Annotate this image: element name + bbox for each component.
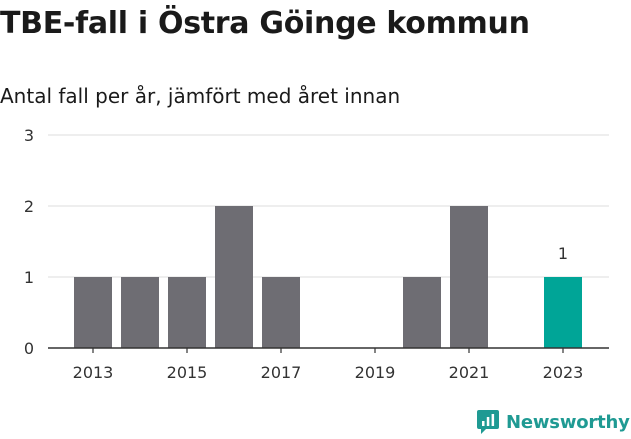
bar-2021 [450, 206, 488, 348]
x-tick-label: 2015 [167, 363, 208, 382]
bar-2013 [74, 277, 112, 348]
bar-2016 [215, 206, 253, 348]
x-tick-label: 2013 [73, 363, 114, 382]
x-tick-label: 2023 [543, 363, 584, 382]
x-tick-label: 2019 [355, 363, 396, 382]
chart-subtitle: Antal fall per år, jämfört med året inna… [0, 84, 401, 108]
y-tick-label: 2 [24, 197, 34, 216]
bar-2017 [262, 277, 300, 348]
brand-name: Newsworthy [506, 411, 630, 433]
bar-2015 [168, 277, 206, 348]
x-tick-label: 2021 [449, 363, 490, 382]
bar-2023 [544, 277, 582, 348]
y-tick-label: 0 [24, 339, 34, 358]
x-tick-label: 2017 [261, 363, 302, 382]
data-label: 1 [558, 244, 568, 263]
chart-title: TBE-fall i Östra Göinge kommun [0, 6, 530, 41]
bar-2014 [121, 277, 159, 348]
newsworthy-icon [477, 410, 499, 434]
y-tick-label: 1 [24, 268, 34, 287]
bar-2020 [403, 277, 441, 348]
brand-logo: Newsworthy [476, 407, 630, 437]
y-tick-label: 3 [24, 126, 34, 145]
